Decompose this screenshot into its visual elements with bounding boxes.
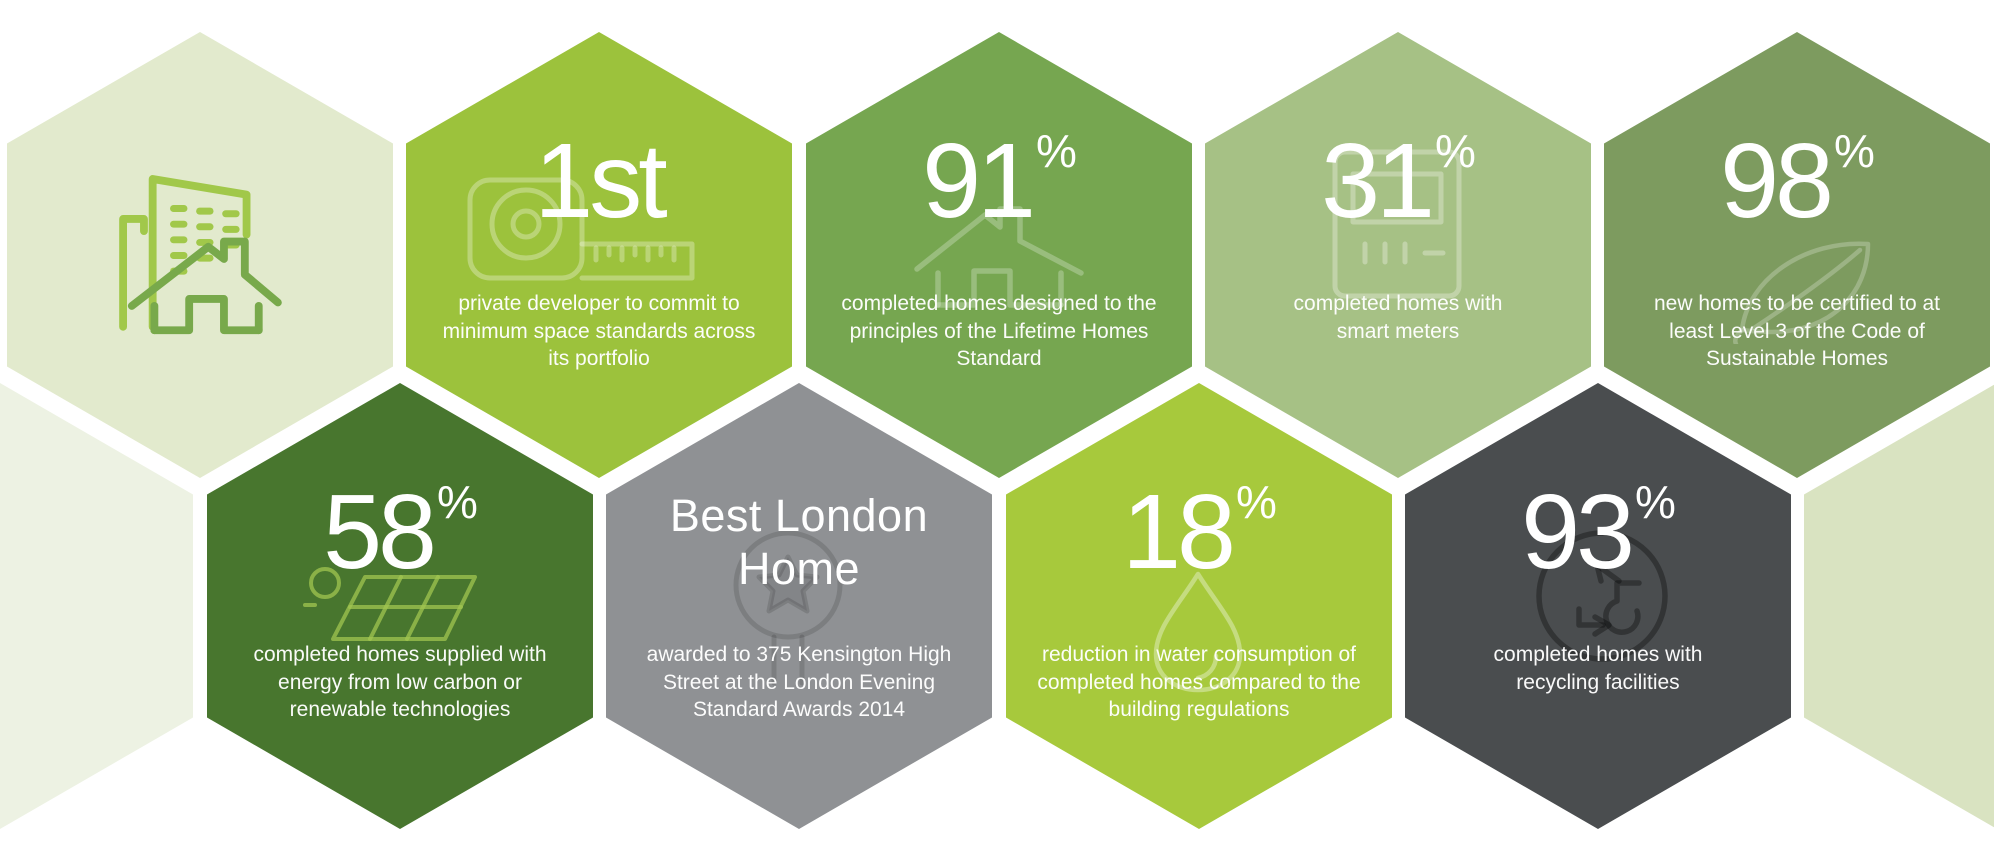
caption: completed homes with smart meters [1293, 292, 1503, 343]
stat-value: 91% [922, 122, 1077, 240]
caption: completed homes supplied with energy fro… [253, 643, 547, 722]
stat-percent: % [437, 476, 478, 528]
hexagon-low-carbon-energy: 58% completed homes supplied with energy… [207, 383, 593, 829]
award-title: Best London Home [669, 490, 929, 595]
hexagon-space-standards: 1st private developer to commit to minim… [406, 32, 792, 478]
caption: completed homes designed to the principl… [841, 292, 1157, 371]
stat-percent: % [1236, 476, 1277, 528]
stat-percent: % [1635, 476, 1676, 528]
hexagon-lifetime-homes: 91% completed homes designed to the prin… [806, 32, 1192, 478]
stat-value: 1st [534, 122, 667, 240]
stat-value: 93% [1521, 473, 1676, 591]
hexagon-smart-meters: 31% completed homes with smart meters [1205, 32, 1591, 478]
stat-percent: % [1435, 125, 1476, 177]
caption: new homes to be certified to at least Le… [1654, 292, 1940, 371]
hexagon-water-reduction: 18% reduction in water consumption of co… [1006, 383, 1392, 829]
solar-panel-icon [303, 567, 477, 641]
stat-percent: % [1834, 125, 1875, 177]
hexagon-recycling-facilities: 93% completed homes with recycling facil… [1405, 383, 1791, 829]
award-rosette-icon [733, 530, 843, 686]
caption: completed homes with recycling facilitie… [1493, 643, 1703, 694]
leaf-icon [1733, 241, 1871, 344]
caption: private developer to commit to minimum s… [442, 292, 756, 371]
stat-value: 58% [323, 473, 478, 591]
hexagon-best-london-home: Best London Home awarded to 375 Kensingt… [606, 383, 992, 829]
house-icon [914, 206, 1084, 308]
water-drop-icon [1153, 571, 1243, 693]
smart-meter-icon [1332, 149, 1462, 299]
buildings-house-icon [119, 175, 282, 335]
stat-value: 98% [1720, 122, 1875, 240]
caption: reduction in water consumption of comple… [1037, 643, 1361, 722]
caption: awarded to 375 Kensington High Street at… [646, 643, 952, 722]
tape-measure-icon [467, 177, 695, 281]
hexagon-code-sustainable-homes: 98% new homes to be certified to at leas… [1604, 32, 1990, 478]
stat-percent: % [1036, 125, 1077, 177]
hexagon-homes-overview [7, 32, 393, 478]
recycling-icon [1536, 530, 1668, 662]
stat-value: 31% [1321, 122, 1476, 240]
stat-value: 18% [1122, 473, 1277, 591]
